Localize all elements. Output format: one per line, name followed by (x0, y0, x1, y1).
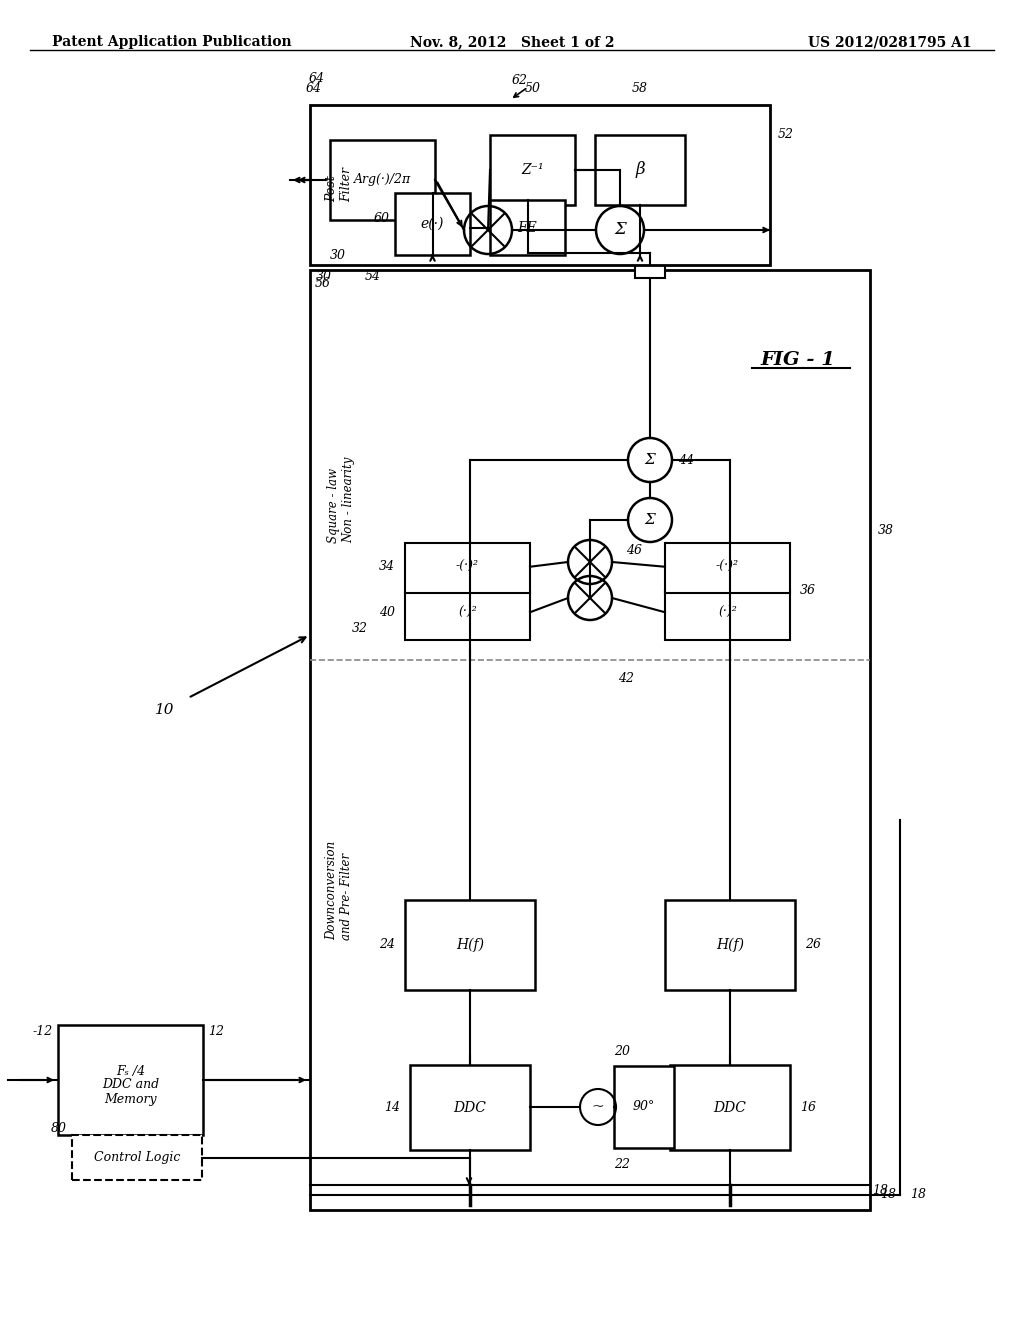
Bar (665, 590, 790, 640)
Bar (58, 1026, 203, 1135)
Bar (406, 900, 535, 990)
Bar (310, 271, 870, 1210)
Bar (330, 140, 435, 220)
Text: 42: 42 (618, 672, 634, 685)
Text: 46: 46 (626, 544, 642, 557)
Text: H(f): H(f) (716, 937, 744, 952)
Text: 50: 50 (524, 82, 541, 95)
Bar (410, 1065, 530, 1150)
Text: 14: 14 (384, 1101, 400, 1114)
Bar (614, 1067, 674, 1148)
Text: Square - law
Non - linearity: Square - law Non - linearity (327, 457, 355, 544)
Text: 16: 16 (800, 1101, 816, 1114)
Text: 24: 24 (379, 939, 395, 952)
Text: 52: 52 (778, 128, 794, 141)
Bar (635, 253, 665, 279)
Text: 80: 80 (51, 1122, 67, 1135)
Bar (310, 106, 770, 265)
Text: Σ: Σ (645, 513, 655, 527)
Text: 18: 18 (872, 1184, 888, 1196)
Text: Fₛ /4: Fₛ /4 (116, 1065, 145, 1078)
Text: 40: 40 (379, 606, 395, 619)
Text: Memory: Memory (104, 1093, 157, 1106)
Bar (406, 590, 530, 640)
Text: 18: 18 (910, 1188, 926, 1201)
Text: ~: ~ (592, 1100, 604, 1114)
Text: 64: 64 (306, 82, 322, 95)
Text: 30: 30 (316, 271, 332, 282)
Bar (490, 135, 575, 205)
Text: Downconversion
and Pre- Filter: Downconversion and Pre- Filter (325, 841, 353, 940)
Text: -(·)²: -(·)² (456, 560, 479, 573)
Text: 18: 18 (880, 1188, 896, 1201)
Text: Post -
Filter: Post - Filter (325, 168, 353, 202)
Bar (395, 193, 470, 255)
Text: 36: 36 (800, 583, 816, 597)
Text: US 2012/0281795 A1: US 2012/0281795 A1 (808, 36, 972, 49)
Text: H(f): H(f) (456, 937, 484, 952)
Text: Arg(·)/2π: Arg(·)/2π (354, 173, 411, 186)
Text: β: β (635, 161, 645, 178)
Text: -12: -12 (33, 1026, 53, 1038)
Text: 38: 38 (878, 524, 894, 536)
Text: 90°: 90° (633, 1101, 655, 1114)
Text: 32: 32 (352, 622, 368, 635)
Text: 30: 30 (330, 249, 346, 261)
Text: 54: 54 (365, 271, 381, 282)
Bar (665, 900, 795, 990)
Text: -(·)²: -(·)² (716, 560, 739, 573)
Text: Σ: Σ (614, 222, 626, 239)
Text: 12: 12 (208, 1026, 224, 1038)
Bar (670, 1065, 790, 1150)
Text: Nov. 8, 2012   Sheet 1 of 2: Nov. 8, 2012 Sheet 1 of 2 (410, 36, 614, 49)
Text: e(·): e(·) (421, 216, 444, 231)
Text: 22: 22 (614, 1158, 630, 1171)
Text: 10: 10 (156, 704, 175, 717)
Text: 60: 60 (374, 213, 390, 226)
Text: 62: 62 (512, 74, 528, 87)
Text: (·)²: (·)² (718, 606, 737, 619)
Text: 56: 56 (315, 277, 331, 290)
Text: 20: 20 (614, 1045, 630, 1059)
Text: 58: 58 (632, 82, 648, 95)
Text: FIG - 1: FIG - 1 (760, 351, 835, 370)
Text: DDC: DDC (454, 1101, 486, 1114)
Text: 26: 26 (805, 939, 821, 952)
Text: DDC: DDC (714, 1101, 746, 1114)
Text: (·)²: (·)² (458, 606, 477, 619)
Bar (595, 135, 685, 205)
Text: Control Logic: Control Logic (94, 1151, 180, 1164)
Bar (72, 1135, 202, 1180)
Bar (406, 543, 530, 593)
Bar (490, 201, 565, 255)
Text: DDC and: DDC and (102, 1078, 159, 1092)
Text: 34: 34 (379, 560, 395, 573)
Text: Σ: Σ (645, 453, 655, 467)
Text: FE: FE (517, 220, 538, 235)
Text: 64: 64 (309, 73, 325, 84)
Text: Z⁻¹: Z⁻¹ (521, 162, 544, 177)
Text: 44: 44 (678, 454, 694, 466)
Text: Patent Application Publication: Patent Application Publication (52, 36, 292, 49)
Bar (665, 543, 790, 593)
